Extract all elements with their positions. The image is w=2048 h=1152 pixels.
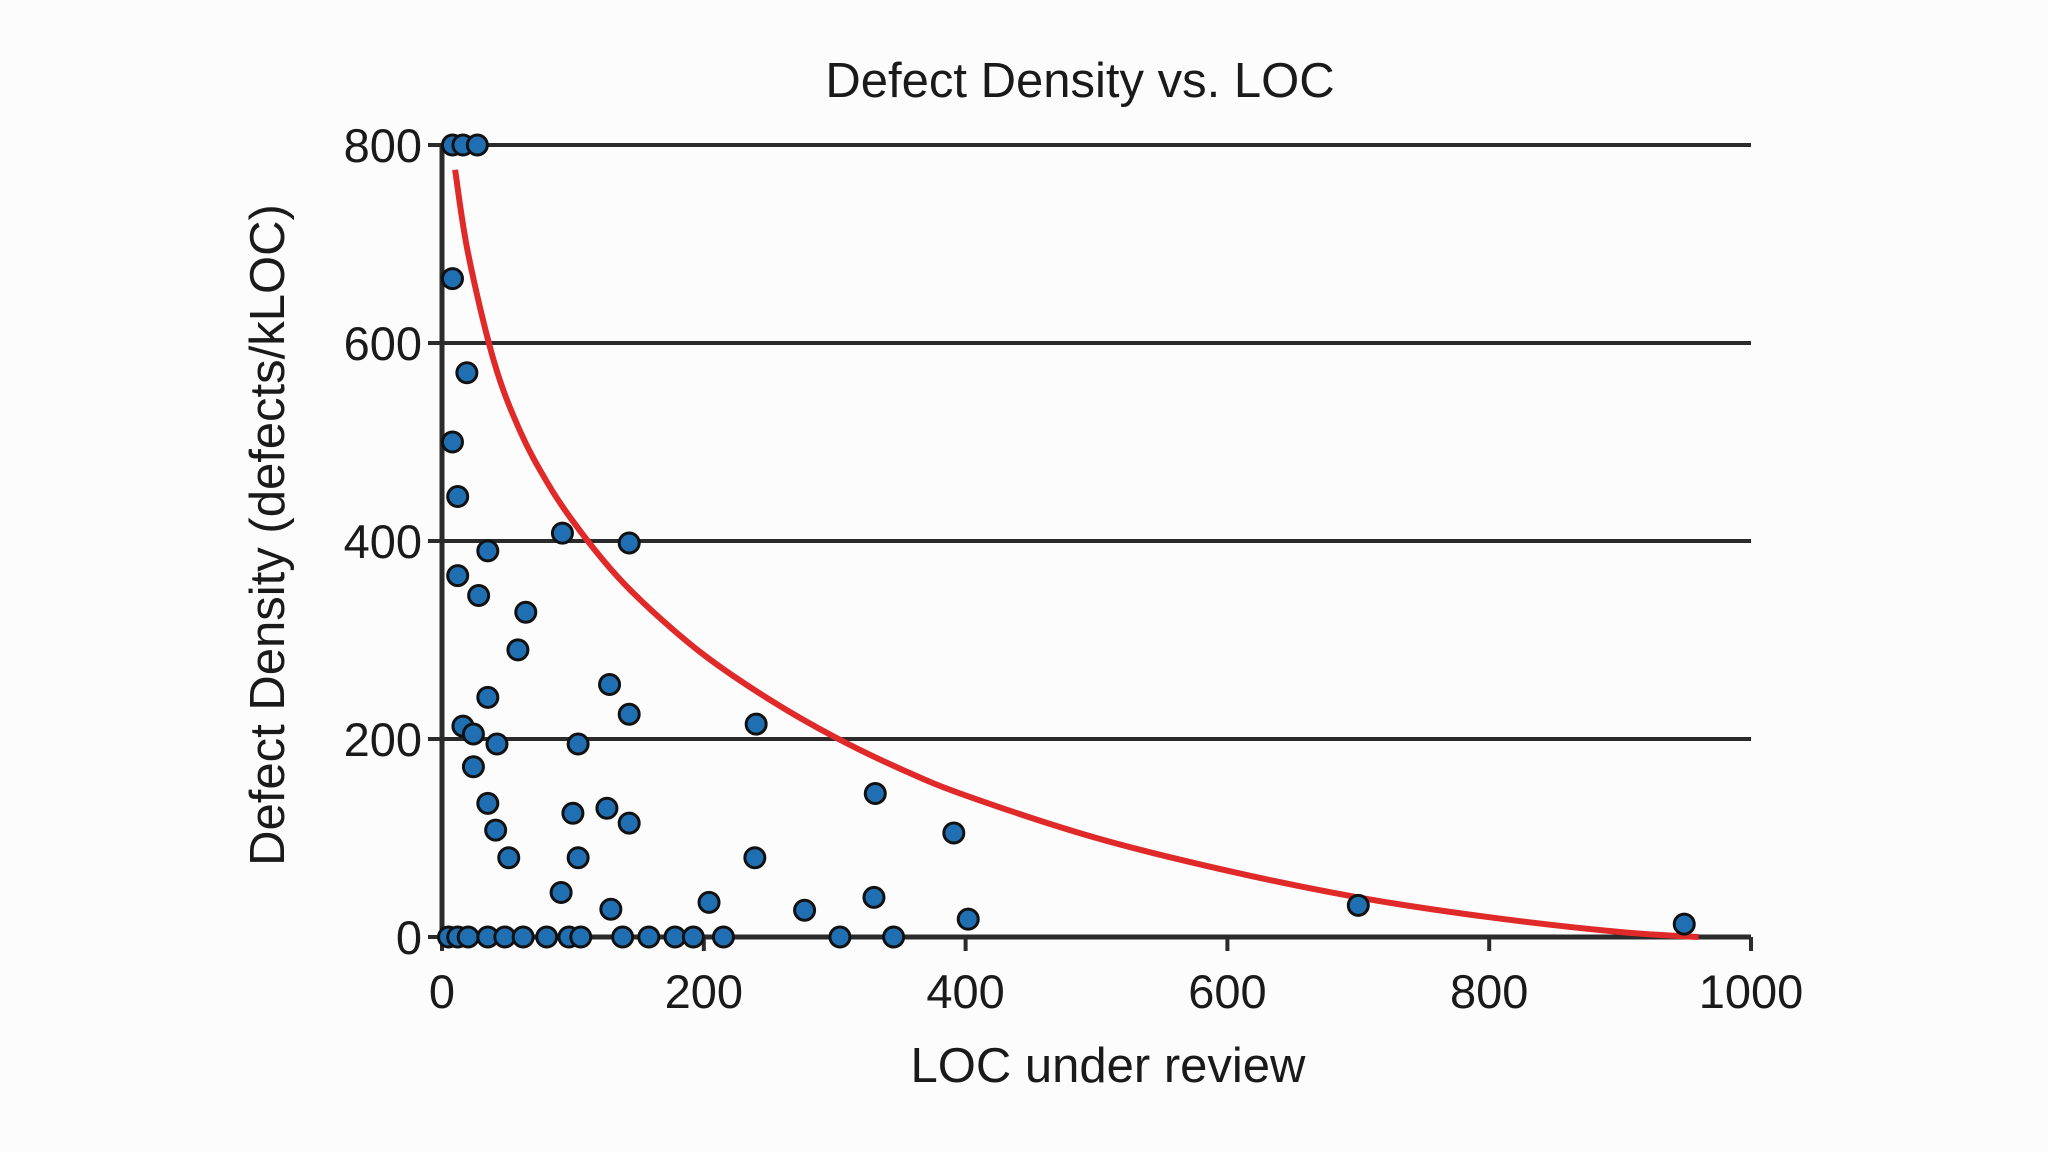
x-axis-label: LOC under review — [911, 1039, 1307, 1093]
data-point — [476, 539, 500, 563]
data-point — [956, 907, 980, 931]
data-point — [711, 925, 735, 949]
data-point — [566, 732, 590, 756]
y-tick-label: 200 — [344, 713, 422, 766]
data-point — [455, 361, 479, 385]
data-point — [743, 846, 767, 870]
data-point — [637, 925, 661, 949]
data-point — [514, 600, 538, 624]
data-point — [744, 712, 768, 736]
y-axis-label: Defect Density (defects/kLOC) — [241, 204, 295, 866]
data-point — [465, 133, 489, 157]
data-point — [617, 702, 641, 726]
data-point — [485, 732, 509, 756]
data-point — [598, 673, 622, 697]
x-tick-label: 0 — [429, 965, 455, 1018]
data-point — [617, 531, 641, 555]
data-point — [446, 484, 470, 508]
data-point — [484, 818, 508, 842]
y-tick-label: 0 — [396, 911, 422, 964]
data-point — [456, 925, 480, 949]
data-point — [566, 846, 590, 870]
data-point — [446, 564, 470, 588]
data-point — [506, 638, 530, 662]
data-point — [617, 811, 641, 835]
data-point — [461, 722, 485, 746]
fit-line — [452, 169, 1699, 940]
data-point — [535, 925, 559, 949]
data-point — [440, 267, 464, 291]
data-point — [550, 521, 574, 545]
tick-labels: 0 200 400 600 800 0 200 400 600 800 1000 — [344, 119, 1804, 1018]
data-point — [561, 801, 585, 825]
data-point — [549, 880, 573, 904]
data-point — [440, 430, 464, 454]
y-tick-label: 600 — [344, 317, 422, 370]
data-point — [828, 925, 852, 949]
data-point — [476, 791, 500, 815]
data-point — [511, 925, 535, 949]
data-point — [942, 821, 966, 845]
data-point — [569, 925, 593, 949]
data-point — [697, 890, 721, 914]
x-tick-label: 600 — [1188, 965, 1266, 1018]
data-point — [611, 925, 635, 949]
data-point — [793, 898, 817, 922]
y-tick-label: 400 — [344, 515, 422, 568]
data-point — [862, 885, 886, 909]
data-point — [497, 846, 521, 870]
x-tick-label: 400 — [926, 965, 1004, 1018]
data-point — [476, 685, 500, 709]
x-tick-label: 200 — [665, 965, 743, 1018]
x-tick-label: 800 — [1450, 965, 1528, 1018]
data-point — [1346, 893, 1370, 917]
data-point — [461, 755, 485, 779]
data-point — [863, 781, 887, 805]
data-points — [437, 133, 1696, 949]
data-point — [595, 796, 619, 820]
chart-title: Defect Density vs. LOC — [825, 54, 1334, 108]
data-point — [599, 897, 623, 921]
data-point — [467, 583, 491, 607]
data-point — [681, 925, 705, 949]
x-tick-label: 1000 — [1699, 965, 1804, 1018]
data-point — [1672, 912, 1696, 936]
y-tick-label: 800 — [344, 119, 422, 172]
gridlines — [442, 143, 1751, 741]
fit-line-layer — [452, 169, 1699, 940]
data-point — [882, 925, 906, 949]
